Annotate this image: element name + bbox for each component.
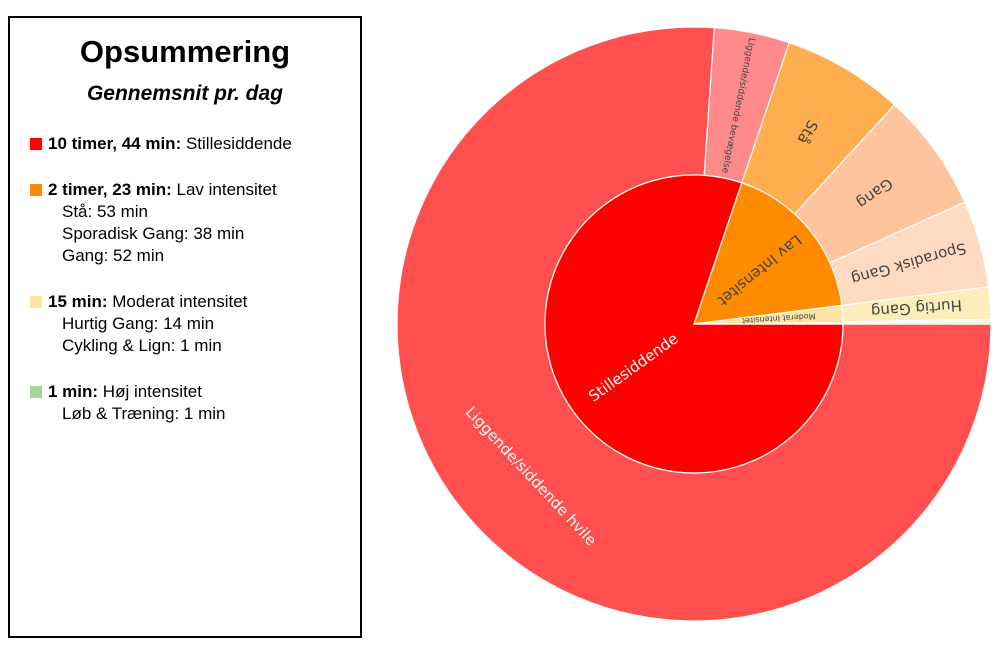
summary-group-header: 10 timer, 44 min: Stillesiddende bbox=[30, 133, 352, 155]
summary-subtitle: Gennemsnit pr. dag bbox=[86, 82, 284, 105]
summary-group: 1 min: Høj intensitet Løb & Træning: 1 mi… bbox=[30, 381, 352, 425]
summary-groups: 10 timer, 44 min: Stillesiddende 2 timer,… bbox=[30, 133, 352, 449]
group-label: Lav intensitet bbox=[171, 180, 277, 199]
group-subitem: Sporadisk Gang: 38 min bbox=[62, 224, 245, 243]
group-subitem: Stå: 53 min bbox=[62, 202, 148, 221]
group-label: Høj intensitet bbox=[98, 382, 202, 401]
summary-group-header: 2 timer, 23 min: Lav intensitet bbox=[30, 179, 352, 201]
sunburst-chart: Liggende/siddende hvile Liggende/siddende… bbox=[380, 0, 1000, 645]
summary-group-header: 1 min: Høj intensitet bbox=[30, 381, 352, 403]
group-subitem: Cykling & Lign: 1 min bbox=[62, 336, 222, 355]
group-label: Stillesiddende bbox=[181, 134, 292, 153]
legend-swatch bbox=[30, 138, 42, 150]
summary-group: 15 min: Moderat intensitet Hurtig Gang: 1… bbox=[30, 291, 352, 357]
inner-segment bbox=[693, 182, 843, 325]
group-duration: 1 min: bbox=[48, 382, 99, 401]
inner-segment bbox=[693, 322, 844, 325]
legend-swatch bbox=[30, 386, 42, 398]
summary-panel: Opsummering Gennemsnit pr. dag 10 timer,… bbox=[8, 16, 362, 638]
summary-group-header: 15 min: Moderat intensitet bbox=[30, 291, 352, 313]
sunburst-svg: Liggende/siddende hvileLiggende/siddende… bbox=[396, 26, 992, 622]
summary-group: 10 timer, 44 min: Stillesiddende bbox=[30, 133, 352, 155]
legend-swatch bbox=[30, 296, 42, 308]
group-duration: 2 timer, 23 min: bbox=[48, 180, 172, 199]
summary-group: 2 timer, 23 min: Lav intensitet Stå: 53 m… bbox=[30, 179, 352, 267]
group-label: Moderat intensitet bbox=[107, 292, 248, 311]
group-duration: 10 timer, 44 min: bbox=[48, 134, 182, 153]
group-subitem: Hurtig Gang: 14 min bbox=[62, 314, 215, 333]
group-duration: 15 min: bbox=[48, 292, 108, 311]
group-subitem: Gang: 52 min bbox=[62, 246, 165, 265]
summary-title: Opsummering bbox=[79, 34, 291, 69]
group-subitem: Løb & Træning: 1 min bbox=[62, 404, 226, 423]
legend-swatch bbox=[30, 184, 42, 196]
